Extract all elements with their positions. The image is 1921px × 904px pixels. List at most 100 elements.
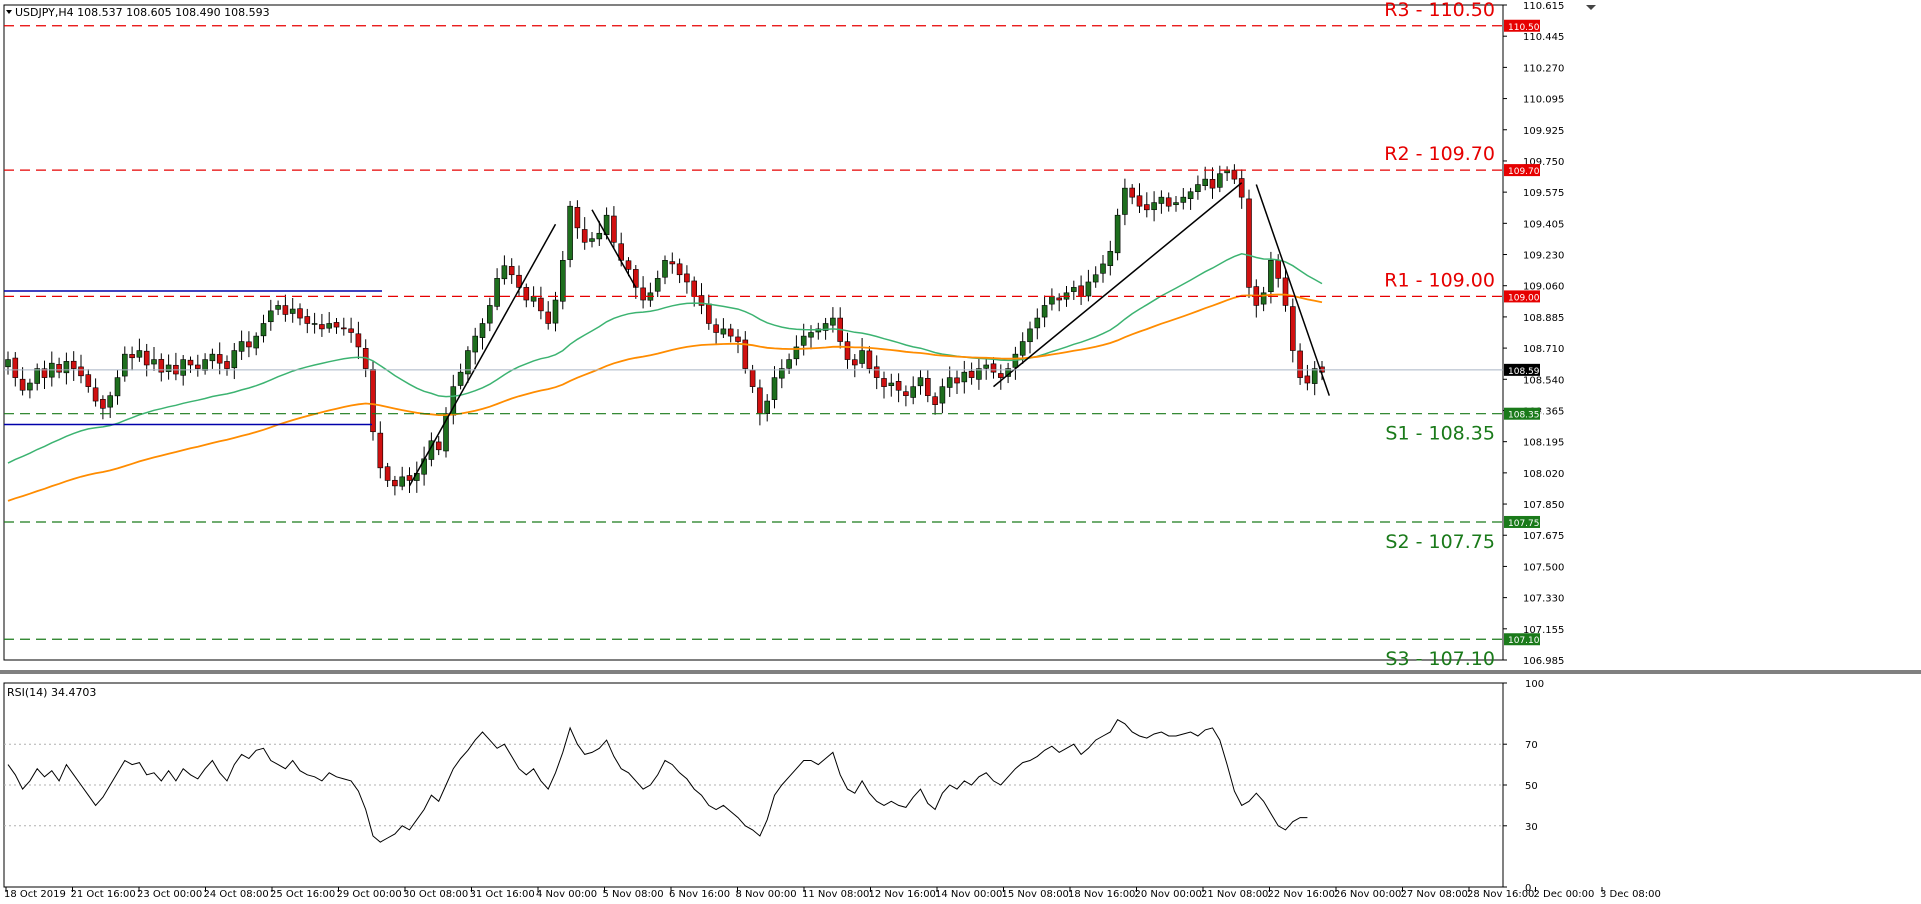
candle [70, 351, 77, 381]
candle-body [479, 323, 486, 338]
resistance-level-label: R2 - 109.70 [1384, 143, 1495, 165]
candle [1231, 164, 1238, 184]
candle [713, 318, 719, 346]
time-tick-label: 4 Nov 00:00 [536, 889, 597, 900]
candle [114, 369, 121, 405]
candle-body [581, 229, 588, 243]
time-tick-label: 8 Nov 00:00 [736, 889, 797, 900]
candle-body [1034, 317, 1041, 329]
candle [486, 297, 493, 332]
candle [100, 395, 106, 420]
candle-body [830, 317, 836, 326]
candle-body [1209, 178, 1216, 189]
candle-body [1019, 341, 1026, 356]
time-tick-label: 29 Oct 00:00 [337, 889, 402, 900]
candle-body [808, 332, 814, 338]
level-price-box [1504, 290, 1540, 303]
candle [34, 363, 41, 391]
candle-body [1071, 287, 1077, 292]
candle [472, 327, 479, 365]
time-tick-label: 2 Dec 00:00 [1534, 889, 1595, 900]
candle [640, 276, 646, 309]
candle [1114, 208, 1121, 261]
candle [1122, 178, 1128, 226]
price-tick-label: 107.675 [1523, 531, 1564, 542]
candle [910, 376, 917, 405]
price-tick-label: 110.445 [1523, 32, 1564, 43]
candle [1290, 298, 1296, 363]
candle-body [435, 441, 442, 451]
candle-body [903, 391, 909, 396]
candle [559, 251, 566, 310]
candle-body [822, 323, 829, 331]
candle [1100, 255, 1106, 283]
price-tick-label: 110.270 [1523, 63, 1564, 74]
time-tick-label: 18 Nov 16:00 [1068, 889, 1135, 900]
time-tick-label: 20 Nov 00:00 [1135, 889, 1202, 900]
candle-body [282, 305, 289, 315]
moving-average-fast [7, 253, 1323, 464]
support-level-label: S3 - 107.10 [1385, 648, 1495, 670]
rsi-tick-label: 30 [1525, 822, 1538, 833]
candle [997, 364, 1004, 390]
candle [260, 314, 267, 343]
candle-body [486, 305, 493, 324]
candle-body [654, 278, 661, 292]
candle [406, 467, 413, 493]
rsi-frame [3, 682, 1504, 888]
price-tick-label: 107.500 [1523, 562, 1564, 573]
candle-body [136, 350, 143, 358]
candle [282, 294, 289, 322]
candle-body [669, 261, 676, 265]
candle-body [326, 323, 333, 329]
candle [78, 354, 84, 384]
candle [216, 342, 223, 375]
candle-body [195, 364, 201, 369]
candle [165, 354, 172, 380]
candle [574, 200, 581, 239]
candle-body [319, 324, 325, 330]
candle [932, 392, 938, 415]
time-tick-label: 5 Nov 08:00 [603, 889, 664, 900]
candle [56, 357, 62, 379]
candle [143, 343, 150, 377]
candle [326, 312, 333, 333]
candle-body [589, 238, 595, 242]
rsi-tick-label: 50 [1525, 781, 1538, 792]
candle [961, 360, 968, 394]
candle [1180, 188, 1187, 210]
candle [873, 355, 880, 390]
candle [392, 475, 398, 496]
price-tick-label: 110.615 [1523, 1, 1564, 12]
candle [1187, 187, 1194, 210]
candle [1217, 165, 1223, 193]
candle-body [713, 324, 719, 333]
candle-body [27, 382, 33, 391]
candle-body [749, 369, 756, 387]
candle-body [684, 273, 690, 283]
candle-body [1217, 173, 1223, 188]
candle [1165, 192, 1172, 212]
candle-body [275, 305, 281, 310]
candle-body [63, 361, 70, 374]
candle-body [1092, 274, 1099, 283]
time-tick-label: 15 Nov 08:00 [1002, 889, 1069, 900]
candle-body [1180, 196, 1187, 203]
candle-body [954, 377, 960, 384]
candle [903, 385, 909, 407]
candle [1107, 240, 1114, 276]
candle-body [1158, 196, 1165, 204]
candle [1195, 175, 1201, 200]
candle-body [5, 359, 11, 368]
candle-body [1195, 184, 1201, 192]
candle-body [786, 359, 792, 369]
resistance-level: R2 - 109.70 109.700 [4, 143, 1545, 177]
time-tick-label: 28 Nov 16:00 [1467, 889, 1534, 900]
candle-body [1151, 202, 1157, 211]
candle-body [1268, 260, 1274, 293]
candle-body [399, 476, 406, 487]
candle-body [924, 378, 931, 396]
candle [479, 318, 486, 350]
candle [63, 352, 70, 385]
candle [209, 348, 216, 369]
